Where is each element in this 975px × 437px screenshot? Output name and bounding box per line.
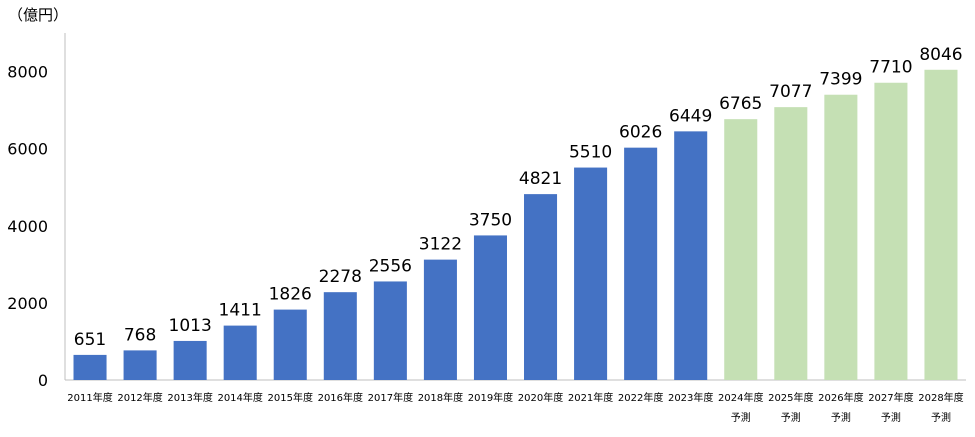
bar-actual-1	[123, 350, 157, 380]
y-tick-label-6000: 6000	[7, 140, 48, 159]
category-label-2-line-0: 2013年度	[167, 391, 212, 404]
category-label-15-line-0: 2026年度	[818, 391, 863, 404]
bar-actual-5	[323, 292, 357, 380]
data-label-13: 6765	[719, 94, 762, 114]
y-tick-label-2000: 2000	[7, 294, 48, 313]
data-label-6: 2556	[369, 256, 412, 276]
category-label-16-line-0: 2027年度	[868, 391, 913, 404]
bar-forecast-14	[774, 107, 808, 380]
data-label-11: 6026	[619, 123, 662, 143]
bar-actual-4	[273, 309, 307, 380]
y-tick-labels: 0 2000 4000 6000 8000	[7, 63, 48, 390]
data-label-4: 1826	[269, 285, 312, 305]
category-label-16-line-1: 予測	[881, 411, 901, 424]
category-label-14-line-0: 2025年度	[768, 391, 813, 404]
data-label-0: 651	[74, 330, 106, 350]
data-label-3: 1411	[219, 301, 262, 321]
category-label-3-line-0: 2014年度	[217, 391, 262, 404]
category-label-5-line-0: 2016年度	[318, 391, 363, 404]
bar-forecast-13	[724, 119, 758, 381]
category-label-9-line-0: 2020年度	[518, 391, 563, 404]
data-label-10: 5510	[569, 143, 612, 163]
category-label-10-line-0: 2021年度	[568, 391, 613, 404]
category-labels: 2011年度 2012年度 2013年度 2014年度 2015年度 2016年度 2017…	[67, 391, 963, 424]
y-axis-unit-label: （億円）	[8, 6, 68, 24]
bar-actual-11	[624, 147, 658, 380]
bar-actual-7	[423, 259, 457, 380]
bar-actual-9	[524, 194, 558, 380]
data-label-12: 6449	[669, 106, 712, 126]
bar-actual-10	[574, 167, 608, 380]
y-tick-label-8000: 8000	[7, 63, 48, 82]
category-label-13-line-1: 予測	[731, 411, 751, 424]
data-label-2: 1013	[169, 316, 212, 336]
data-labels: 651 768 1013 1411 1826 2278 2556 3122 3750 4821 55…	[74, 45, 963, 350]
bar-actual-12	[674, 131, 708, 380]
bar-forecast-17	[924, 69, 958, 380]
data-label-15: 7399	[819, 70, 862, 90]
category-label-1-line-0: 2012年度	[117, 391, 162, 404]
bar-forecast-16	[874, 82, 908, 381]
category-label-0-line-0: 2011年度	[67, 391, 112, 404]
data-label-16: 7710	[869, 58, 912, 78]
axes	[64, 33, 966, 381]
bar-actual-8	[473, 235, 507, 380]
category-label-15-line-1: 予測	[831, 411, 851, 424]
category-label-8-line-0: 2019年度	[468, 391, 513, 404]
bars	[73, 69, 958, 381]
bar-actual-2	[173, 340, 207, 380]
data-label-9: 4821	[519, 169, 562, 189]
category-label-17-line-1: 予測	[931, 411, 951, 424]
bar-actual-0	[73, 354, 107, 380]
category-label-7-line-0: 2018年度	[418, 391, 463, 404]
category-label-11-line-0: 2022年度	[618, 391, 663, 404]
category-label-6-line-0: 2017年度	[368, 391, 413, 404]
data-label-17: 8046	[919, 45, 962, 65]
category-label-17-line-0: 2028年度	[918, 391, 963, 404]
data-label-5: 2278	[319, 267, 362, 287]
data-label-14: 7077	[769, 82, 812, 102]
bar-actual-3	[223, 325, 257, 380]
category-label-13-line-0: 2024年度	[718, 391, 763, 404]
data-label-7: 3122	[419, 235, 462, 255]
bar-forecast-15	[824, 94, 858, 380]
category-label-12-line-0: 2023年度	[668, 391, 713, 404]
category-label-14-line-1: 予測	[781, 411, 801, 424]
category-label-4-line-0: 2015年度	[268, 391, 313, 404]
y-tick-label-0: 0	[38, 371, 48, 390]
data-label-1: 768	[124, 325, 156, 345]
y-tick-label-4000: 4000	[7, 217, 48, 236]
bar-actual-6	[373, 281, 407, 380]
data-label-8: 3750	[469, 210, 512, 230]
